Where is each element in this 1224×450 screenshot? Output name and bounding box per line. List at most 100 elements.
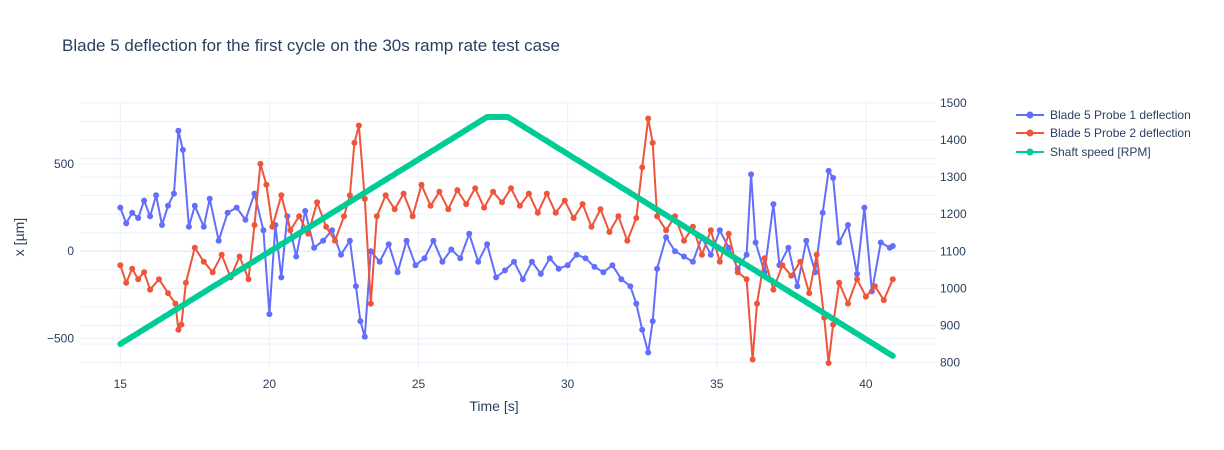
legend-item-probe-2[interactable]: Blade 5 Probe 2 deflection xyxy=(1016,126,1191,140)
data-point xyxy=(819,209,826,216)
data-point xyxy=(165,202,171,209)
data-point xyxy=(191,244,198,251)
y-tick-label: 500 xyxy=(54,157,74,171)
data-point xyxy=(117,262,124,269)
data-point xyxy=(436,188,443,195)
data-point xyxy=(624,237,631,244)
data-point xyxy=(263,181,270,188)
series-1 xyxy=(117,127,896,356)
data-point xyxy=(224,209,231,216)
data-point xyxy=(179,146,186,153)
data-point xyxy=(499,199,505,206)
data-point xyxy=(287,227,294,234)
data-point xyxy=(269,223,276,230)
data-point xyxy=(591,263,598,270)
data-point xyxy=(367,248,374,255)
data-point xyxy=(600,269,607,276)
data-point xyxy=(564,262,571,269)
data-point xyxy=(153,192,160,199)
data-point xyxy=(511,258,517,265)
data-point xyxy=(534,209,541,216)
legend-item-probe-1[interactable]: Blade 5 Probe 1 deflection xyxy=(1016,108,1191,122)
data-point xyxy=(797,258,804,265)
data-point xyxy=(502,267,508,274)
data-point xyxy=(493,274,500,281)
legend-item-shaft-speed[interactable]: Shaft speed [RPM] xyxy=(1016,145,1151,159)
data-point xyxy=(338,251,344,258)
data-point xyxy=(582,255,589,262)
data-point xyxy=(861,204,868,211)
data-point xyxy=(698,251,705,258)
data-point xyxy=(570,215,577,221)
data-point xyxy=(245,276,252,283)
data-point xyxy=(681,253,687,260)
y2-tick-label: 1400 xyxy=(940,133,967,147)
data-point xyxy=(754,300,760,307)
data-point xyxy=(481,204,488,211)
data-point xyxy=(260,227,267,234)
legend: Blade 5 Probe 1 deflection Blade 5 Probe… xyxy=(1016,108,1191,159)
data-point xyxy=(141,197,148,204)
data-point xyxy=(320,237,327,244)
data-point xyxy=(725,230,732,237)
data-point xyxy=(552,209,559,216)
legend-probe-1-marker xyxy=(1026,111,1034,119)
grid-layer xyxy=(80,101,936,370)
data-point xyxy=(215,237,222,244)
data-point xyxy=(649,139,656,146)
data-point xyxy=(457,255,464,262)
data-point xyxy=(159,222,165,228)
data-point xyxy=(341,213,347,220)
data-point xyxy=(209,269,216,276)
data-point xyxy=(770,286,777,293)
data-point xyxy=(490,188,497,195)
legend-shaft-speed-marker xyxy=(1026,148,1034,156)
data-point xyxy=(200,258,207,265)
data-point xyxy=(555,265,562,272)
y2-tick-label: 900 xyxy=(940,318,960,332)
data-point xyxy=(633,215,640,221)
series-layer xyxy=(117,114,896,366)
data-point xyxy=(385,241,392,248)
ticks-layer: 15 20 25 30 35 40 −500 0 500 800 900 1000 1100 1200 13… xyxy=(47,96,967,391)
y-axis-label: x [µm] xyxy=(11,218,27,256)
data-point xyxy=(251,222,258,228)
data-point xyxy=(409,213,416,220)
data-point xyxy=(182,279,189,286)
data-point xyxy=(367,300,374,307)
data-point xyxy=(357,318,364,325)
data-point xyxy=(361,195,368,202)
data-point xyxy=(412,262,419,269)
data-point xyxy=(889,352,896,359)
data-point xyxy=(165,290,171,297)
data-point xyxy=(418,181,425,188)
data-point xyxy=(645,115,652,122)
data-point xyxy=(236,253,243,260)
data-point xyxy=(880,297,887,304)
data-point xyxy=(836,279,843,286)
data-point xyxy=(463,201,470,208)
data-point xyxy=(391,206,398,213)
legend-shaft-speed-label: Shaft speed [RPM] xyxy=(1050,145,1151,159)
data-point xyxy=(794,283,801,290)
x-tick-label: 15 xyxy=(114,377,128,391)
data-point xyxy=(743,251,750,258)
data-point xyxy=(305,230,312,237)
data-point xyxy=(135,215,142,221)
data-point xyxy=(546,255,553,262)
data-point xyxy=(654,213,661,220)
data-point xyxy=(825,167,832,174)
legend-probe-2-label: Blade 5 Probe 2 deflection xyxy=(1050,126,1191,140)
data-point xyxy=(445,206,452,213)
data-point xyxy=(871,283,878,290)
x-tick-label: 25 xyxy=(412,377,426,391)
data-point xyxy=(654,265,661,272)
data-point xyxy=(448,246,455,253)
data-point xyxy=(689,258,696,265)
data-point xyxy=(633,300,640,307)
x-tick-label: 30 xyxy=(561,377,575,391)
data-point xyxy=(528,258,535,265)
data-point xyxy=(178,321,185,328)
data-point xyxy=(323,223,330,230)
